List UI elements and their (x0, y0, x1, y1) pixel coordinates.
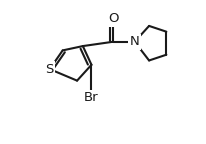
Text: O: O (108, 12, 118, 25)
Text: S: S (46, 63, 54, 76)
Text: N: N (130, 35, 139, 48)
Text: Br: Br (84, 91, 99, 104)
